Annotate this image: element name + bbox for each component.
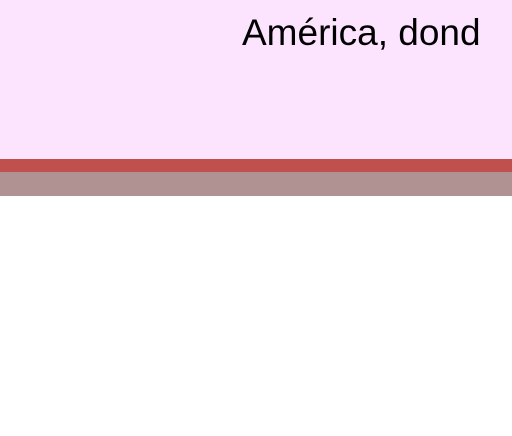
header-text: América, dond xyxy=(242,12,481,53)
secondary-stripe xyxy=(0,172,512,196)
accent-stripe xyxy=(0,159,512,172)
header-panel: América, dond xyxy=(0,0,512,159)
slide-body xyxy=(0,196,512,436)
